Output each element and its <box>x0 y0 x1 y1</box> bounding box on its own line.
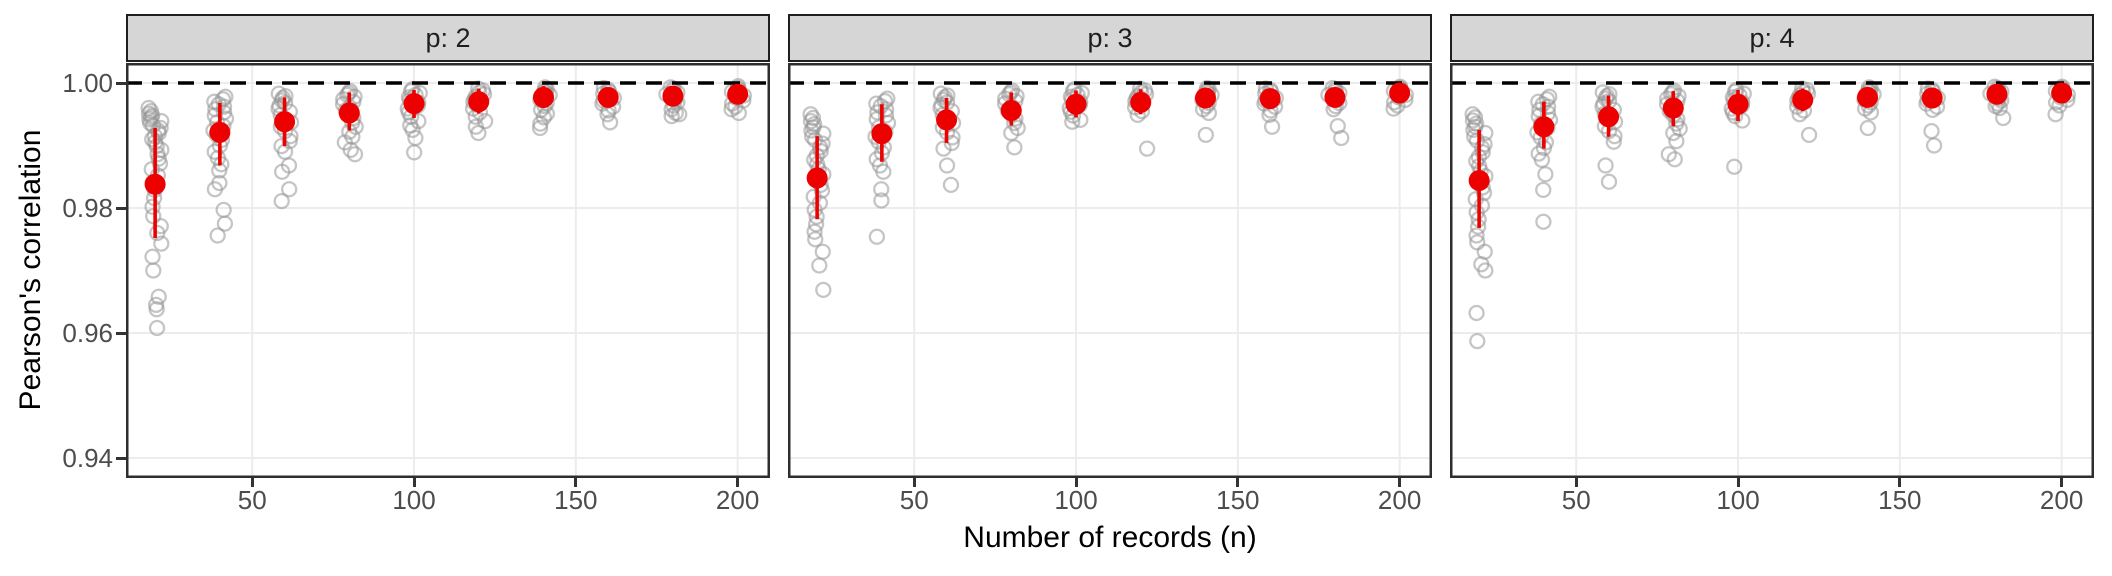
y-axis-tick-label: 1.00 <box>62 68 113 98</box>
x-axis-tick-mark <box>1736 478 1740 487</box>
x-axis-tick-label: 50 <box>237 485 267 515</box>
x-axis-tick-label: 100 <box>392 485 436 515</box>
y-axis-tick-label: 0.96 <box>62 318 113 348</box>
x-axis-tick-mark <box>736 478 740 487</box>
facet-strip-p2: p: 2 <box>126 14 770 62</box>
x-axis-tick-label: 50 <box>1561 485 1591 515</box>
facet-strip-p3: p: 3 <box>788 14 1432 62</box>
facet-panel-p4 <box>1450 63 2094 478</box>
x-axis-tick-label: 200 <box>715 485 760 515</box>
x-axis-title: Number of records (n) <box>963 521 1257 554</box>
x-axis-tick-label: 200 <box>2039 485 2084 515</box>
x-axis-tick-mark <box>1074 478 1078 487</box>
y-axis-title: Pearson's correlation <box>14 129 47 411</box>
x-axis-tick-mark <box>1236 478 1240 487</box>
x-axis-tick-mark <box>250 478 254 487</box>
y-axis-tick-mark <box>116 331 126 335</box>
x-axis-tick-mark <box>1574 478 1578 487</box>
x-axis-tick-mark <box>1898 478 1902 487</box>
y-axis-tick-mark <box>116 456 126 460</box>
facet-strip-label: p: 4 <box>1749 22 1795 53</box>
y-axis-tick-label: 0.94 <box>62 443 113 473</box>
x-axis-tick-label: 50 <box>899 485 929 515</box>
facet-strip-p4: p: 4 <box>1450 14 2094 62</box>
x-axis-tick-mark <box>574 478 578 487</box>
x-axis-tick-label: 100 <box>1716 485 1760 515</box>
x-axis-tick-mark <box>412 478 416 487</box>
facet-panel-p2 <box>126 63 770 478</box>
x-axis-tick-label: 150 <box>1878 485 1922 515</box>
x-axis-tick-label: 100 <box>1054 485 1098 515</box>
x-axis-tick-mark <box>1398 478 1402 487</box>
facet-strip-label: p: 3 <box>1087 22 1133 53</box>
facet-strip-label: p: 2 <box>425 22 471 53</box>
y-axis-tick-mark <box>116 81 126 85</box>
facet-panel-p3 <box>788 63 1432 478</box>
x-axis-tick-label: 150 <box>1216 485 1260 515</box>
x-axis-tick-label: 150 <box>554 485 598 515</box>
x-axis-tick-label: 200 <box>1377 485 1422 515</box>
y-axis-tick-mark <box>116 206 126 210</box>
x-axis-tick-mark <box>2060 478 2064 487</box>
y-axis-tick-label: 0.98 <box>62 193 113 223</box>
x-axis-tick-mark <box>912 478 916 487</box>
